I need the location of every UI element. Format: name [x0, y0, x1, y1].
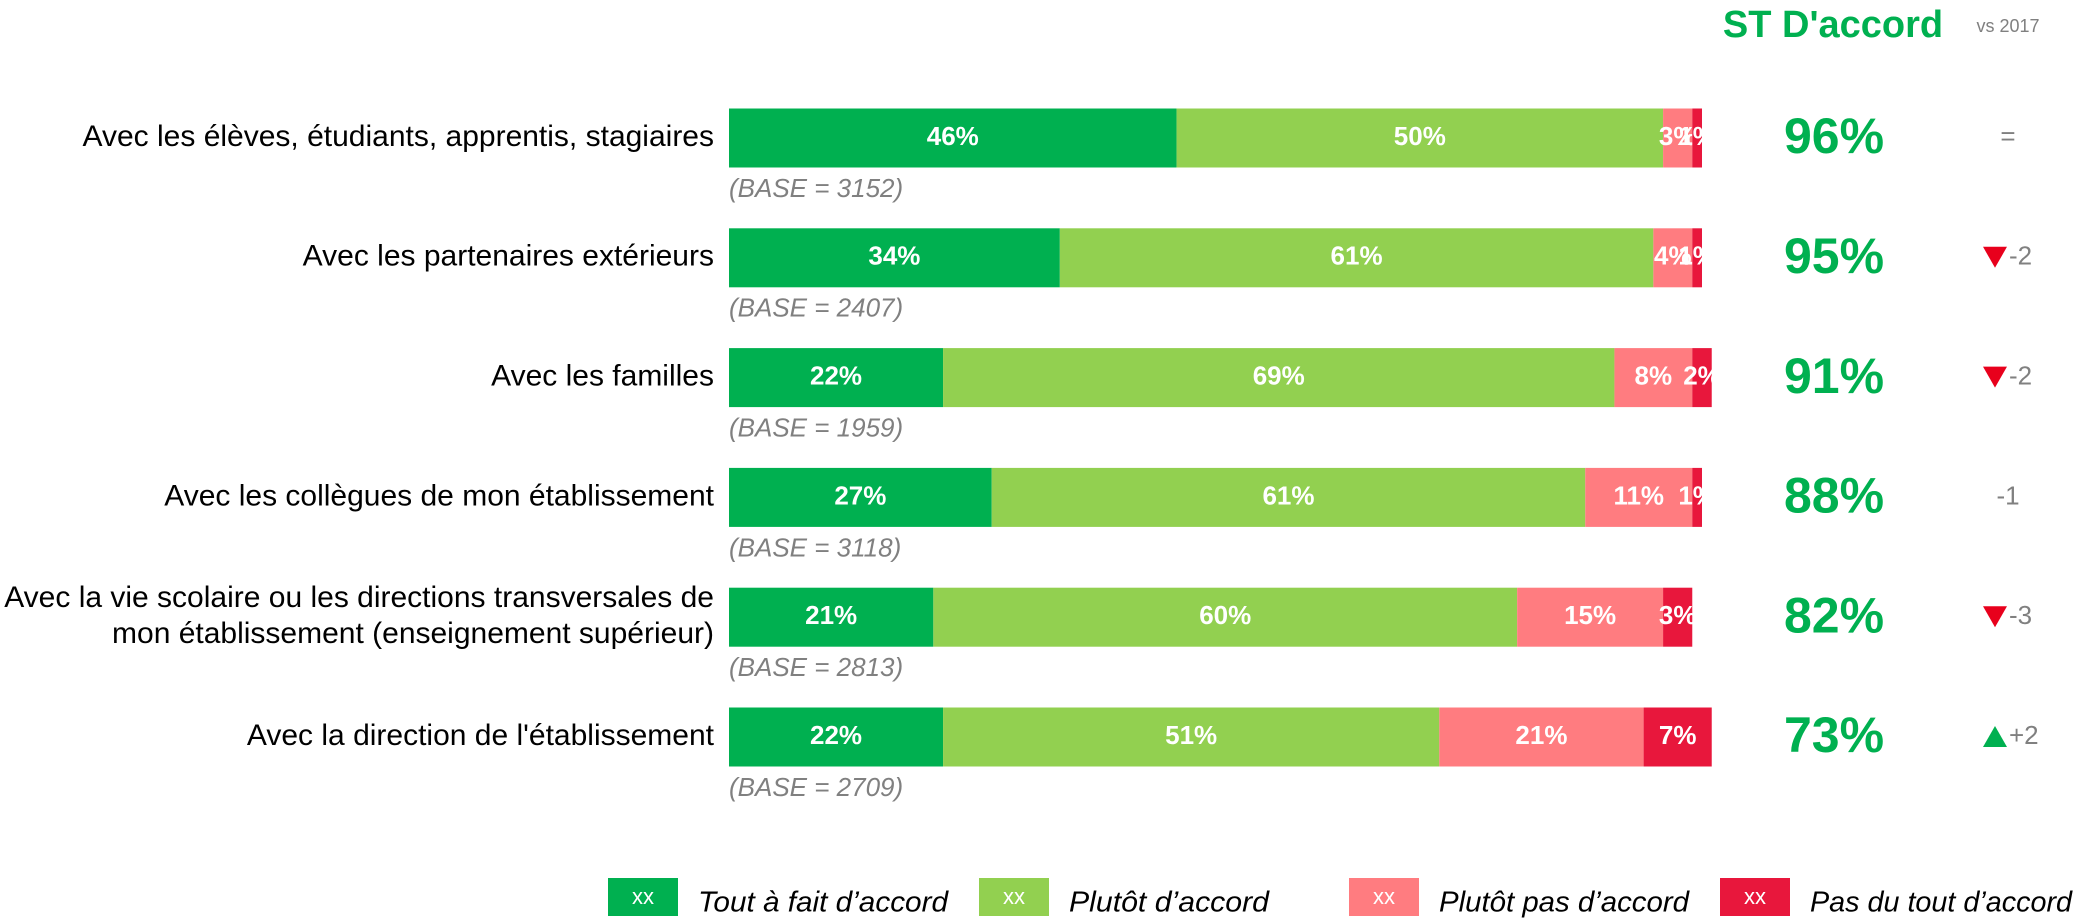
category-label: Avec les familles: [491, 360, 714, 393]
base-label: (BASE = 2407): [729, 293, 903, 323]
bar-segment: [729, 348, 944, 408]
value-label: 7%: [1659, 720, 1697, 750]
bar-segment: [1614, 348, 1693, 408]
bar-segment: [943, 707, 1440, 767]
value-label: 60%: [1199, 600, 1251, 630]
bar-segment: [1692, 228, 1702, 288]
value-label: 61%: [1331, 241, 1383, 271]
change-label: -3: [2009, 600, 2032, 630]
base-label: (BASE = 2709): [729, 772, 903, 802]
value-label: 34%: [868, 241, 920, 271]
value-label: 1%: [1678, 241, 1716, 271]
legend-swatch-text: xx: [1373, 884, 1395, 909]
bar-segment: [729, 467, 992, 527]
legend-swatch: [608, 878, 678, 916]
value-label: 27%: [834, 480, 886, 510]
legend-label: Plutôt pas d’accord: [1439, 887, 1690, 919]
change-arrow-down: [1983, 246, 2007, 268]
category-label: Avec les élèves, étudiants, apprentis, s…: [83, 120, 714, 153]
change-arrow-up: [1983, 726, 2007, 747]
category-label: Avec les partenaires extérieurs: [303, 240, 714, 273]
bar-segment: [1585, 467, 1693, 527]
change-label: +2: [2009, 720, 2039, 750]
value-label: 21%: [1515, 720, 1567, 750]
value-label: 3%: [1659, 121, 1697, 151]
legend-swatch-text: xx: [632, 884, 654, 909]
legend-swatch-text: xx: [1003, 884, 1025, 909]
base-label: (BASE = 3152): [729, 173, 903, 203]
bar-segment: [729, 707, 944, 767]
base-label: (BASE = 2813): [729, 652, 903, 682]
legend-label: Tout à fait d’accord: [698, 887, 949, 919]
change-arrow-down: [1983, 606, 2007, 628]
value-label: 3%: [1659, 600, 1697, 630]
total-header: ST D'accord: [1723, 4, 1943, 46]
bar-segment: [729, 228, 1060, 288]
change-header: vs 2017: [1976, 16, 2039, 36]
bar-segment: [1692, 467, 1702, 527]
total-label: 88%: [1784, 468, 1884, 524]
value-label: 50%: [1394, 121, 1446, 151]
value-label: 8%: [1635, 360, 1673, 390]
bar-segment: [1692, 108, 1702, 168]
change-label: -2: [2009, 360, 2032, 390]
value-label: 61%: [1262, 480, 1314, 510]
category-label: Avec la vie scolaire ou les directions t…: [4, 581, 714, 650]
value-label: 1%: [1678, 480, 1716, 510]
legend-swatch: [1720, 878, 1790, 916]
base-label: (BASE = 1959): [729, 412, 903, 442]
value-label: 46%: [927, 121, 979, 151]
change-arrow-down: [1983, 366, 2007, 388]
bar-segment: [1059, 228, 1654, 288]
bar-segment: [1663, 587, 1693, 647]
bar-segment: [991, 467, 1586, 527]
base-label: (BASE = 3118): [729, 532, 901, 562]
change-label: -2: [2009, 241, 2032, 271]
total-label: 96%: [1784, 108, 1884, 164]
value-label: 21%: [805, 600, 857, 630]
value-label: 15%: [1564, 600, 1616, 630]
legend-label: Plutôt d’accord: [1069, 887, 1270, 919]
bar-segment: [1692, 348, 1712, 408]
total-label: 95%: [1784, 228, 1884, 284]
bar-segment: [933, 587, 1518, 647]
value-label: 69%: [1253, 360, 1305, 390]
bar-segment: [729, 587, 934, 647]
value-label: 1%: [1678, 121, 1716, 151]
total-label: 91%: [1784, 348, 1884, 404]
value-label: 11%: [1613, 480, 1664, 510]
change-label: =: [2000, 121, 2015, 151]
bar-segment: [729, 108, 1177, 168]
legend-swatch: [1349, 878, 1419, 916]
bar-segment: [1653, 228, 1693, 288]
total-label: 73%: [1784, 707, 1884, 763]
legend-swatch-text: xx: [1744, 884, 1766, 909]
category-label: Avec la direction de l'établissement: [247, 719, 715, 752]
bar-segment: [1663, 108, 1693, 168]
value-label: 22%: [810, 720, 862, 750]
category-label: Avec les collègues de mon établissement: [164, 479, 714, 512]
change-label: -1: [1996, 480, 2019, 510]
bar-segment: [1439, 707, 1644, 767]
legend-label: Pas du tout d’accord: [1810, 887, 2073, 919]
value-label: 22%: [810, 360, 862, 390]
value-label: 2%: [1683, 360, 1721, 390]
bar-segment: [1517, 587, 1664, 647]
bar-segment: [1176, 108, 1664, 168]
bar-segment: [943, 348, 1615, 408]
value-label: 4%: [1654, 241, 1692, 271]
total-label: 82%: [1784, 587, 1884, 643]
legend-swatch: [979, 878, 1049, 916]
value-label: 51%: [1165, 720, 1217, 750]
bar-segment: [1643, 707, 1712, 767]
